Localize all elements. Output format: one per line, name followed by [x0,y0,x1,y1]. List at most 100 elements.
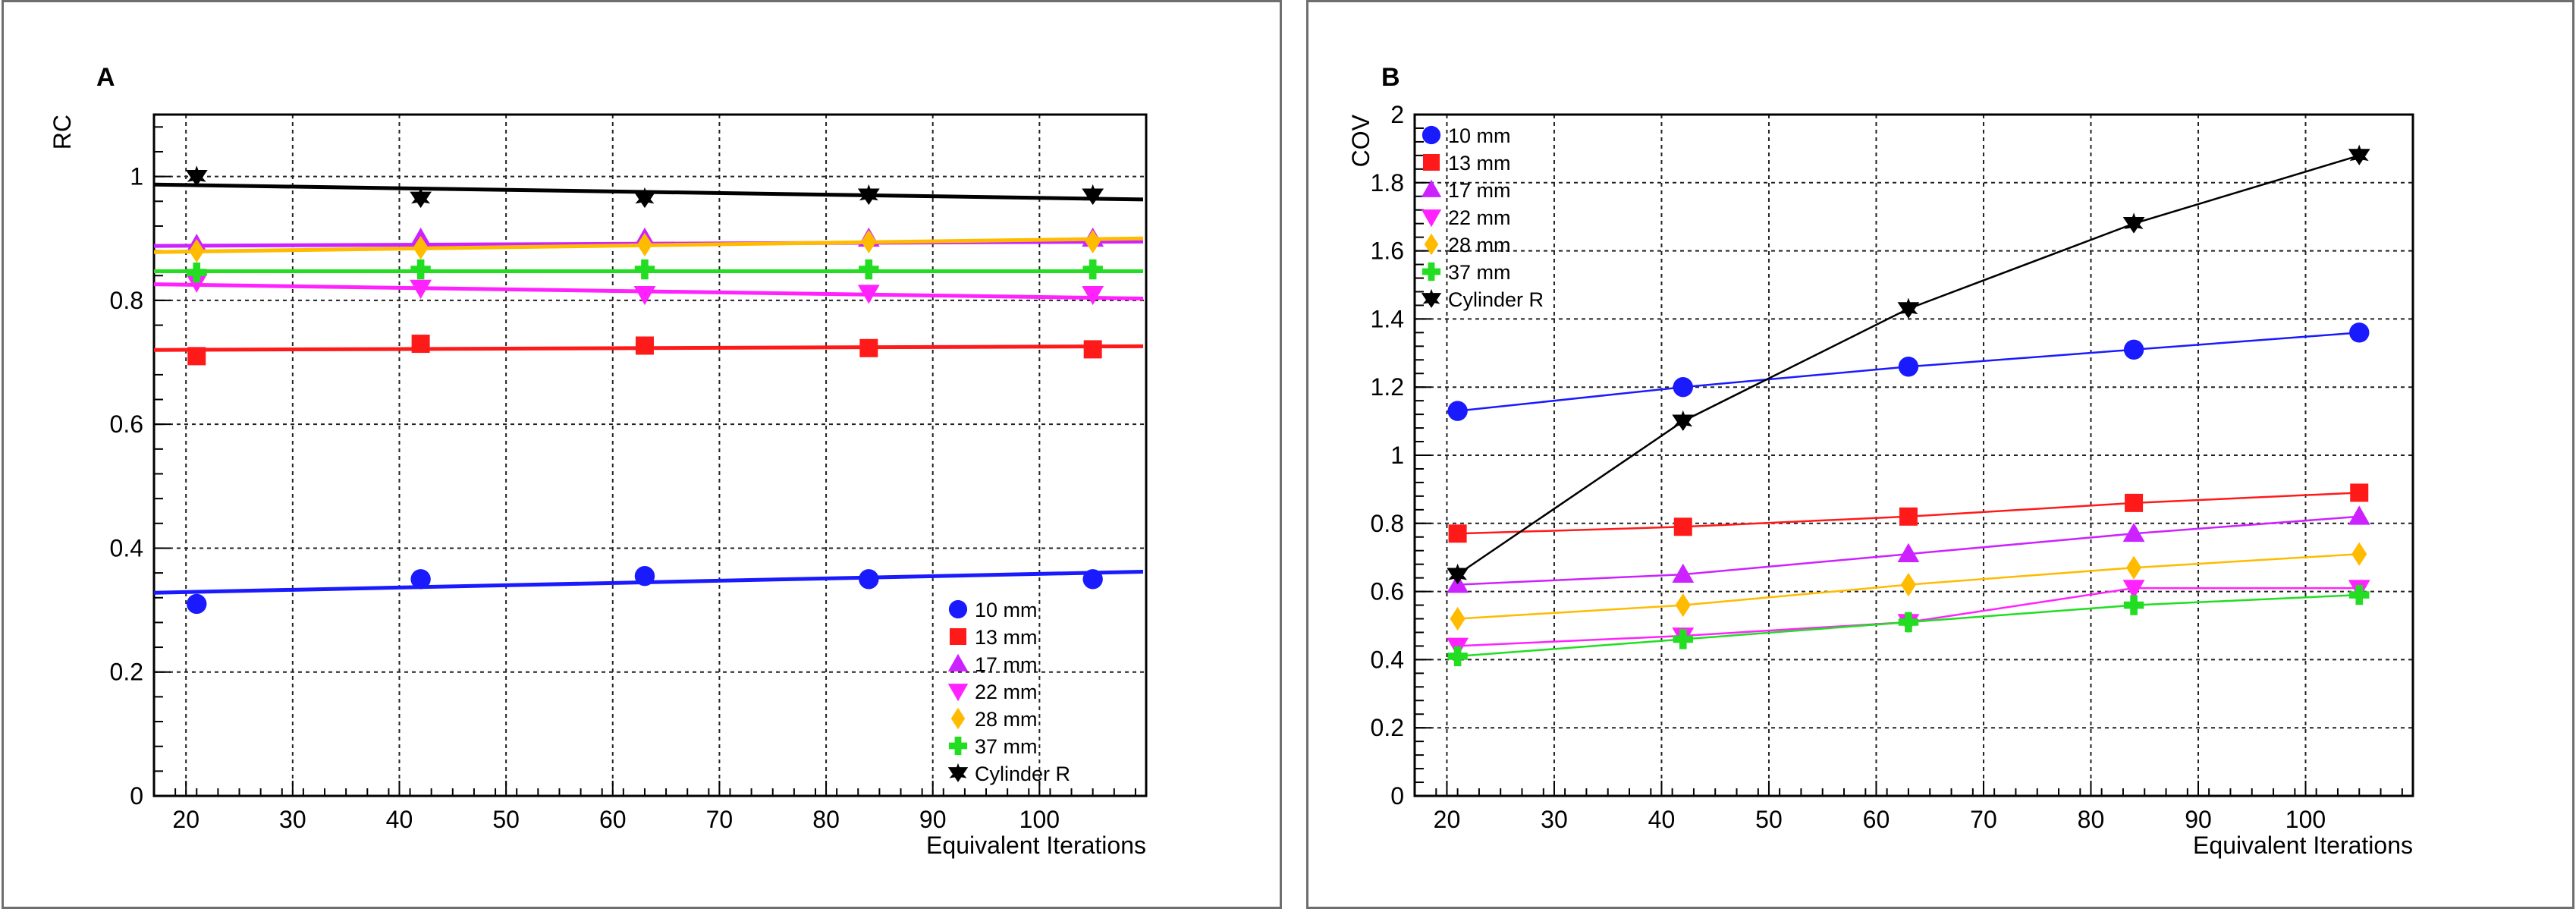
data-point-10-mm-105 [1082,569,1103,590]
y-tick-label: 0.8 [110,287,143,314]
y-tick-label: 0.4 [110,534,143,561]
data-point-28-mm-63 [1900,573,1917,597]
x-tick-label: 100 [1019,806,1060,833]
data-point-10-mm-63 [1898,357,1919,377]
data-point-28-mm-105 [2351,542,2367,566]
data-point-cylinder-r-84-lower [857,188,880,206]
x-tick-label: 90 [919,806,947,833]
y-tick-label: 0.4 [1371,646,1404,673]
data-point-10-mm-21 [1447,401,1468,421]
data-point-37-mm-63 [634,259,655,280]
data-point-37-mm-105 [1082,259,1103,280]
legend-label-13-mm: 13 mm [975,626,1038,649]
y-axis-label: COV [1347,114,1374,167]
chart2-series-28-mm [1450,542,2367,631]
data-point-13-mm-84 [859,338,878,357]
data-point-10-mm-21 [187,593,207,615]
legend-label-17-mm: 17 mm [975,653,1038,676]
data-point-13-mm-63 [635,336,654,355]
data-point-37-mm-42 [1673,629,1693,649]
legend-marker-10-mm [948,599,968,619]
legend-label-22-mm: 22 mm [975,681,1038,703]
data-point-37-mm-63 [1898,612,1919,633]
chart-panel-b: B 20 30 40 50 60 70 80 90 100 0 0.2 0.4 0.6 0.8 1 1.2 1.4… [1306,0,2574,909]
y-tick-label: 0.2 [110,659,143,686]
legend-marker-13-mm [950,628,966,645]
data-point-cylinder-r-63-lower [1897,302,1920,319]
data-point-37-mm-84 [859,259,879,280]
data-point-22-mm-42 [410,279,432,299]
legend-label-37-mm: 37 mm [1448,261,1511,284]
legend-label-cylinder-r: Cylinder R [1448,288,1544,311]
legend-marker-28-mm [1424,233,1439,256]
data-point-13-mm-21 [1448,524,1467,543]
y-tick-label: 0.6 [1371,578,1404,605]
data-point-17-mm-63 [1897,542,1920,563]
cov-chart: B 20 30 40 50 60 70 80 90 100 0 0.2 0.4 0.6 0.8 1 1.2 1.4… [1347,63,2414,859]
legend-label-13-mm: 13 mm [1448,152,1511,175]
data-point-37-mm-105 [2349,584,2370,605]
x-tick-label: 80 [812,806,840,833]
data-point-13-mm-84 [2125,493,2144,512]
y-tick-label: 1.4 [1371,305,1404,332]
x-tick-label: 70 [1970,806,1997,833]
plot-frame [152,113,1148,797]
legend-marker-cylinder-r-lower [947,767,969,782]
legend-label-10-mm: 10 mm [975,599,1038,621]
data-point-10-mm-84 [859,569,879,590]
y-tick-label: 1.2 [1371,373,1404,401]
data-point-28-mm-63 [636,232,653,257]
y-tick-label: 0 [130,782,143,810]
chart2-series-10-mm [1447,322,2370,421]
chart2-series-cylinder-r [1447,144,2370,585]
data-point-13-mm-21 [187,347,206,366]
data-point-cylinder-r-105-lower [1082,188,1104,206]
chart-panel-a: A 20 30 40 50 60 70 80 90 100 0 0.2 0.4 0.6 0.8 1 Equiva… [2,0,1282,909]
data-point-37-mm-42 [410,259,431,280]
data-point-cylinder-r-63-lower [633,191,656,209]
plot-area [154,115,1146,796]
legend-marker-37-mm [1422,262,1441,281]
x-tick-label: 40 [386,806,413,833]
chart2-series-37-mm [1447,584,2370,667]
data-point-17-mm-105 [2348,505,2370,525]
data-point-cylinder-r-21-lower [1447,568,1469,585]
panel-label: A [96,63,115,92]
y-axis-label: RC [49,115,76,149]
data-point-22-mm-63 [633,285,656,306]
data-point-10-mm-105 [2349,322,2370,343]
data-point-37-mm-21 [187,262,207,283]
chart1-series-37-mm [154,259,1143,283]
data-point-cylinder-r-42-lower [410,191,432,209]
y-tick-label: 0 [1390,782,1404,810]
chart1-series-28-mm [153,229,1144,263]
data-point-28-mm-84 [2126,555,2142,580]
y-tick-label: 2 [1390,101,1404,128]
data-point-37-mm-84 [2123,595,2144,615]
data-point-28-mm-21 [1450,606,1465,631]
x-tick-label: 40 [1648,806,1676,833]
data-point-13-mm-42 [411,335,430,354]
legend-label-28-mm: 28 mm [975,708,1038,731]
data-point-17-mm-84 [2122,522,2145,542]
y-tick-label: 1.8 [1371,169,1404,197]
x-tick-label: 90 [2185,806,2212,833]
data-point-28-mm-42 [413,235,429,260]
legend-label-cylinder-r: Cylinder R [975,763,1070,785]
data-point-10-mm-63 [634,565,655,587]
y-tick-label: 0.8 [1371,510,1404,537]
data-point-28-mm-84 [861,229,877,253]
legend-label-17-mm: 17 mm [1448,179,1511,202]
legend-label-28-mm: 28 mm [1448,234,1511,256]
data-point-13-mm-42 [1673,517,1692,536]
data-point-22-mm-84 [857,285,880,304]
x-tick-label: 50 [1755,806,1783,833]
legend-marker-17-mm [947,653,969,671]
data-point-10-mm-84 [2123,339,2144,360]
x-tick-label: 50 [492,806,520,833]
legend-label-22-mm: 22 mm [1448,206,1511,229]
data-point-10-mm-42 [1673,377,1693,398]
data-point-22-mm-84 [2122,580,2145,599]
y-tick-label: 0.2 [1371,714,1404,741]
legend-label-10-mm: 10 mm [1448,124,1511,147]
